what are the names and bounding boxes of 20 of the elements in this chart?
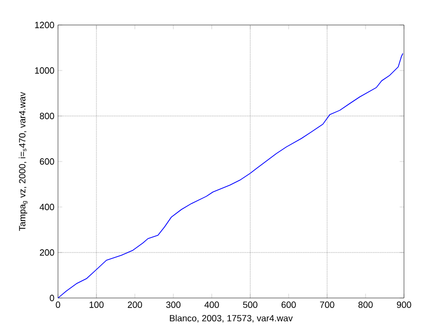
- line-series: [58, 53, 404, 298]
- y-tick-label: 1200: [35, 22, 54, 28]
- x-tick-label: 600: [282, 302, 296, 308]
- x-tick-label: 0: [56, 302, 60, 308]
- y-tick-label: 0: [50, 294, 54, 302]
- x-tick-label: 300: [166, 302, 180, 308]
- y-tick-label: 400: [40, 204, 54, 210]
- x-tick-label: 400: [204, 302, 219, 308]
- y-tick-label: 800: [40, 112, 54, 120]
- x-tick-label: 700: [320, 302, 334, 308]
- y-axis-title: Tampa$_{g}$ vz, 2000, i=$_{s}$470, var4.wav: [18, 92, 28, 231]
- x-tick-label: 500: [243, 302, 258, 308]
- y-tick-label: 1000: [35, 67, 54, 74]
- y-tick-label: 600: [40, 158, 54, 165]
- x-tick-label: 800: [358, 302, 373, 308]
- x-tick-label: 100: [90, 302, 104, 308]
- y-tick-label: 200: [40, 249, 54, 256]
- x-tick-label: 900: [396, 302, 412, 308]
- x-tick-label: 200: [128, 302, 142, 308]
- x-axis-title: Blanco, 2003, 17573, var4.wav: [170, 314, 293, 322]
